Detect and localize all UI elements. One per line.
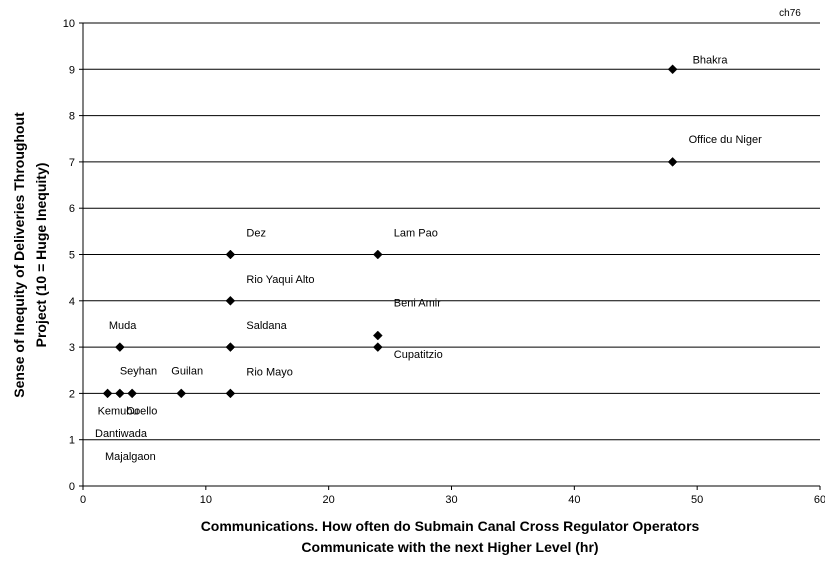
y-tick-label: 8 — [69, 111, 75, 123]
point-label: Muda — [109, 320, 137, 332]
y-tick-label: 2 — [69, 388, 75, 400]
point-label: Lam Pao — [394, 228, 438, 240]
y-tick-label: 5 — [69, 250, 75, 262]
y-tick-label: 0 — [69, 481, 75, 493]
x-tick-label: 50 — [691, 494, 703, 506]
x-tick-label: 10 — [200, 494, 212, 506]
data-point — [127, 388, 137, 399]
data-point — [372, 342, 383, 352]
chart-id-label: ch76 — [779, 8, 801, 19]
data-points — [102, 64, 678, 399]
point-label: Coello — [126, 405, 157, 417]
data-point — [225, 295, 236, 306]
data-point — [667, 64, 678, 75]
x-tick-label: 0 — [80, 494, 86, 506]
y-tick-label: 3 — [69, 342, 75, 354]
x-tick-label: 40 — [568, 494, 580, 506]
y-tick-label: 9 — [69, 64, 75, 76]
x-tick-labels: 0 10 20 30 40 50 60 — [80, 494, 825, 506]
grid-lines — [83, 22, 820, 441]
point-label: Beni Amir — [394, 298, 441, 310]
data-point — [667, 157, 678, 167]
data-point — [225, 342, 236, 352]
y-axis-title-line-1: Sense of Inequity of Deliveries Througho… — [11, 112, 27, 398]
y-tick-label: 10 — [63, 18, 75, 30]
data-point — [225, 388, 236, 399]
data-point — [176, 388, 187, 399]
data-point — [372, 330, 383, 341]
point-label: Guilan — [171, 365, 203, 377]
data-point — [372, 249, 383, 260]
point-label: Rio Yaqui Alto — [246, 274, 314, 286]
point-label: Kemubu — [98, 405, 139, 417]
point-labels: Bhakra Office du Niger Dez Lam Pao Rio Yaqui… — [95, 54, 762, 463]
data-point — [114, 342, 125, 352]
data-point — [114, 388, 125, 399]
y-tick-labels: 0 1 2 3 4 5 6 7 8 9 10 — [63, 18, 75, 493]
point-label: Dez — [246, 228, 266, 240]
data-point — [225, 249, 236, 260]
data-point — [102, 388, 113, 399]
y-tick-label: 1 — [69, 435, 75, 447]
point-label: Majalgaon — [105, 451, 156, 463]
x-tick-label: 30 — [445, 494, 457, 506]
y-tick-label: 4 — [69, 296, 75, 308]
point-label: Dantiwada — [95, 428, 148, 440]
y-tick-label: 7 — [69, 157, 75, 169]
x-axis-title-line-2: Communicate with the next Higher Level (… — [301, 539, 598, 555]
point-label: Bhakra — [693, 54, 729, 66]
point-label: Seyhan — [120, 365, 157, 377]
point-label: Saldana — [246, 320, 287, 332]
point-label: Rio Mayo — [246, 366, 292, 378]
x-tick-label: 20 — [323, 494, 335, 506]
point-label: Cupatitzio — [394, 349, 443, 361]
x-axis-title-line-1: Communications. How often do Submain Can… — [201, 518, 700, 534]
point-label: Office du Niger — [689, 134, 763, 146]
axes — [79, 22, 821, 490]
y-axis-title-line-2: Project (10 = Huge Inequity) — [33, 163, 49, 348]
y-tick-label: 6 — [69, 203, 75, 215]
x-tick-label: 60 — [814, 494, 825, 506]
